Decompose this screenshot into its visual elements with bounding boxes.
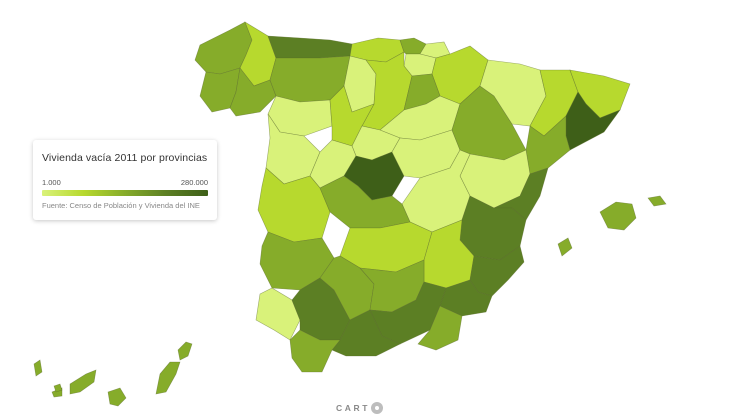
island-la-palma[interactable] (33, 359, 43, 377)
legend-color-ramp (42, 190, 208, 196)
island-la-gomera[interactable] (53, 383, 63, 393)
island-ibiza[interactable] (557, 237, 573, 257)
island-tenerife[interactable] (69, 369, 97, 395)
carto-wordmark: CART (336, 403, 371, 413)
legend-source: Fuente: Censo de Población y Vivienda de… (42, 201, 200, 210)
province-asturias[interactable] (267, 35, 353, 59)
island-menorca[interactable] (647, 195, 667, 207)
legend-range: 1.000 280.000 (42, 178, 208, 187)
island-mallorca[interactable] (599, 201, 637, 231)
province-toledo[interactable] (319, 175, 411, 229)
province-huelva[interactable] (255, 287, 301, 341)
island-gran-canaria[interactable] (107, 387, 127, 407)
province-cadiz[interactable] (289, 329, 341, 373)
legend-title: Vivienda vacía 2011 por provincias (42, 152, 208, 164)
island-fuerteventura[interactable] (155, 361, 181, 395)
carto-attribution[interactable]: CART (336, 402, 384, 414)
legend-max-label: 280.000 (180, 178, 208, 187)
province-almeria[interactable] (417, 305, 463, 351)
map-legend: Vivienda vacía 2011 por provincias 1.000… (33, 140, 217, 220)
island-lanzarote[interactable] (177, 341, 193, 361)
carto-logo-icon (371, 402, 384, 414)
province-ourense[interactable] (229, 67, 277, 117)
legend-min-label: 1.000 (42, 178, 61, 187)
province-malaga[interactable] (331, 309, 401, 357)
